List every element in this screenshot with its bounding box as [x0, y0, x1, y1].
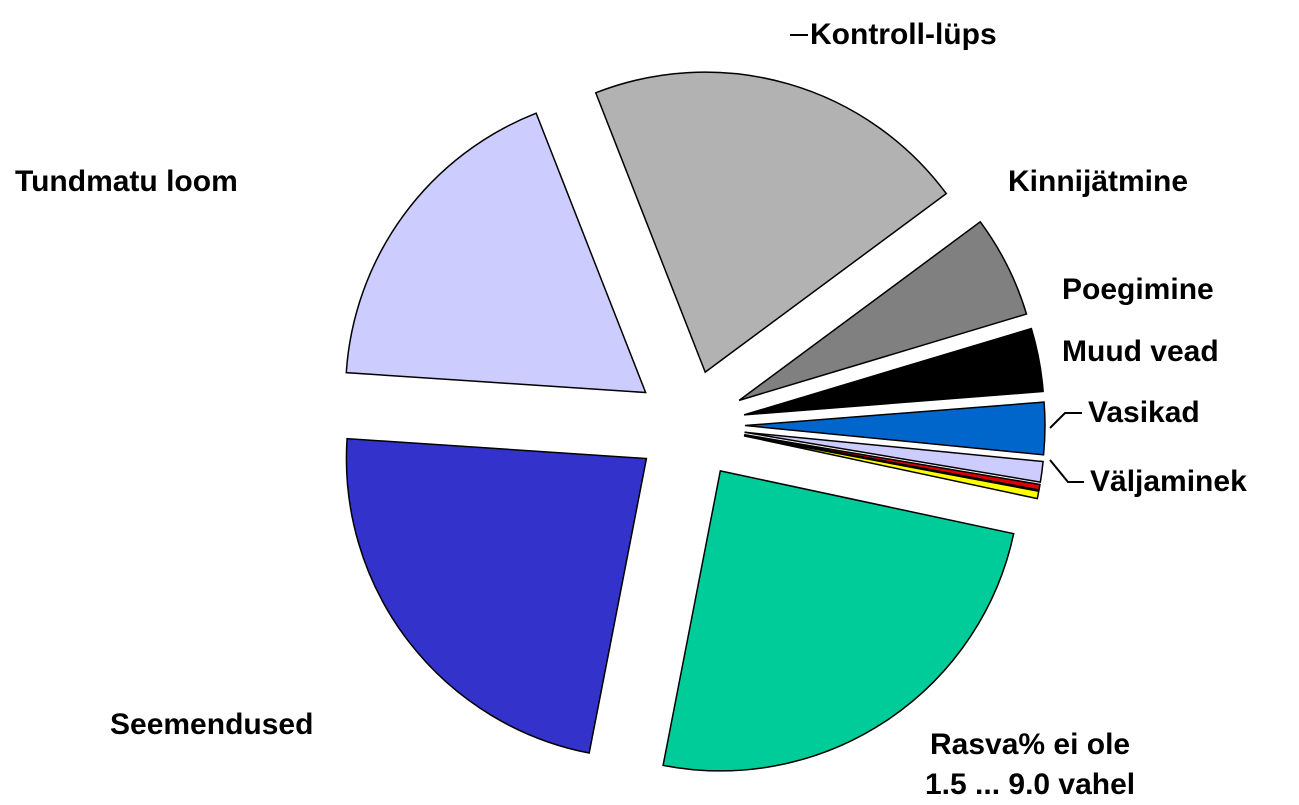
slice-label: Väljaminek	[1090, 465, 1247, 498]
pie-slice	[738, 220, 1028, 402]
slice-label: Kontroll-lüps	[810, 18, 997, 51]
slice-label: Muud vead	[1062, 335, 1219, 368]
pie-slice	[662, 469, 1015, 772]
pie-slice	[744, 401, 1046, 456]
pie-slice	[594, 71, 948, 374]
pie-slice	[743, 327, 1044, 416]
slice-label: Tundmatu loom	[15, 165, 238, 198]
slice-label: Rasva% ei ole 1.5 ... 9.0 vahel	[925, 728, 1136, 801]
pie-slice	[345, 437, 648, 754]
pie-slice	[743, 435, 1040, 500]
slice-label: Vasikad	[1088, 396, 1200, 429]
pie-slice	[345, 112, 647, 394]
pie-slice	[744, 431, 1044, 483]
leader-line	[1049, 412, 1082, 429]
slices	[345, 71, 1046, 772]
pie-slice	[744, 433, 1041, 491]
slice-label: Seemendused	[110, 708, 314, 741]
leader-line	[1049, 459, 1084, 483]
slice-label: Poegimine	[1062, 273, 1214, 306]
slice-label: Kinnijätmine	[1008, 165, 1189, 198]
